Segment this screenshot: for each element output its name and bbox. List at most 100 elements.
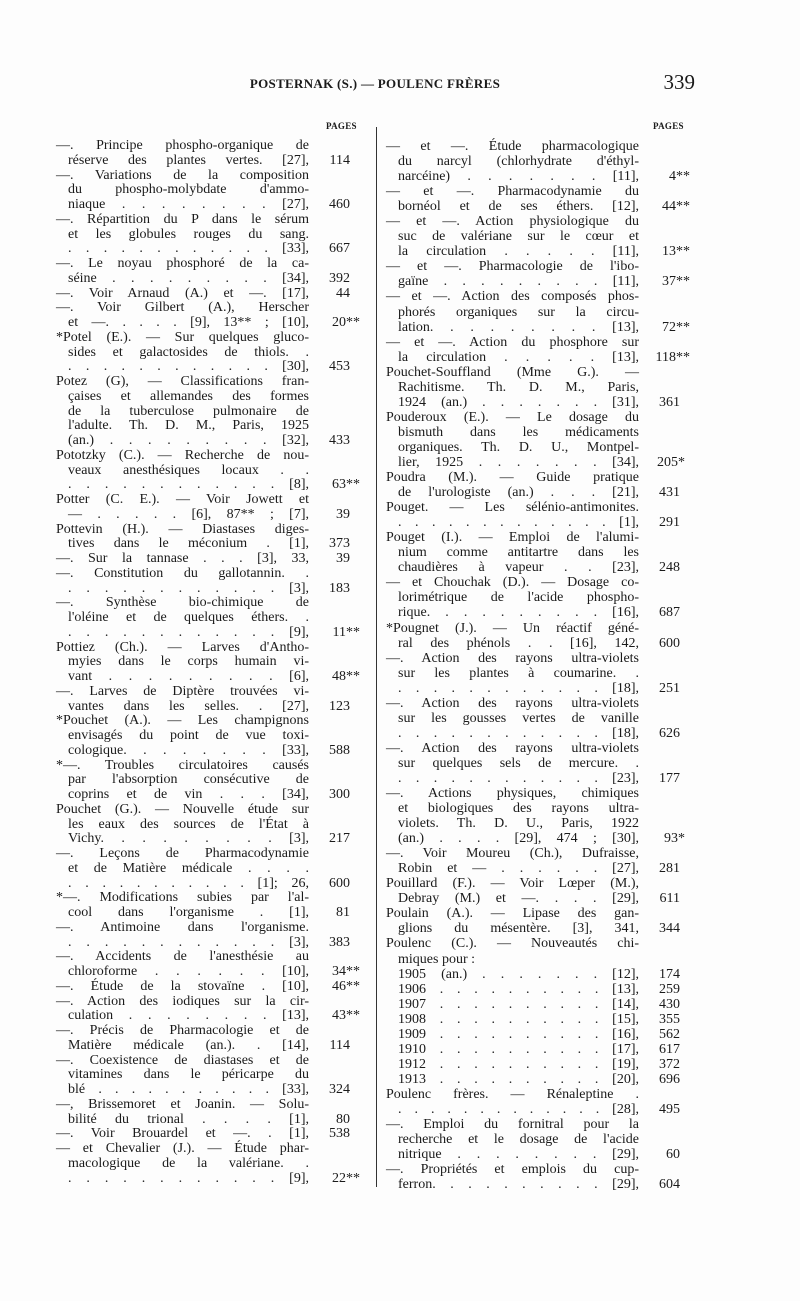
index-entry: Pototzky (C.). — Recherche de nou-veaux …	[56, 448, 360, 493]
index-entry: Poudra (M.). — Guide pratique de l'urolog…	[386, 470, 690, 500]
entry-line: —. Étude de la stovaïne . [10],	[56, 978, 309, 994]
entry-line: *Pougnet (J.). — Un réactif géné-	[386, 620, 639, 636]
page-reference: 600	[329, 875, 350, 891]
index-entry: Pouchet-Souffland (Mme G.). — Rachitisme.…	[386, 365, 690, 410]
index-entry: —. Principe phospho-organique de réserve …	[56, 138, 360, 169]
entry-line: (an.) . . . . . . . . . [32],	[68, 433, 309, 448]
entry-line: —. Action des rayons ultra-violets	[386, 695, 639, 711]
entry-line: rique. . . . . . . . . . [16],	[398, 605, 639, 621]
entry-line: —. Le noyau phosphoré de la ca-	[56, 256, 309, 271]
index-entry: —. Larves de Diptère trouvées vi-vantes …	[56, 683, 360, 715]
entry-line: nitrique . . . . . . . . [29],	[398, 1147, 639, 1163]
index-entry: *Pougnet (J.). — Un réactif géné-ral des…	[386, 621, 690, 651]
page-reference: 259	[659, 981, 680, 997]
entry-line: nium comme antitartre dans les	[398, 545, 639, 561]
page-reference: 361	[659, 394, 680, 410]
entry-line: — et Chevalier (J.). — Étude phar-	[56, 1141, 309, 1156]
entry-line: *Pouchet (A.). — Les champignons	[56, 713, 309, 729]
entry-line: sur les plantes à coumarine. .	[398, 665, 639, 681]
entry-line: Pouchet-Souffland (Mme G.). —	[386, 364, 639, 380]
index-entry: 1908 . . . . . . . . . . [15], 355	[386, 1012, 690, 1027]
index-entry: 1909 . . . . . . . . . . [16], 562	[386, 1027, 690, 1042]
page-reference: 217	[329, 831, 350, 847]
page-reference: 430	[659, 996, 680, 1012]
entry-line: — . . . . . [6], 87** ; [7],	[68, 506, 309, 522]
entry-line: Robin et — . . . . . . [27],	[398, 861, 639, 877]
index-entry: Pouderoux (E.). — Le dosage du bismuth da…	[386, 410, 690, 470]
entry-line: —. Propriétés et emplois du cup-	[386, 1162, 639, 1178]
entry-line: Matière médicale (an.). . [14],	[68, 1037, 309, 1053]
page-reference: 60	[666, 1147, 680, 1163]
index-entry: Potez (G), — Classifications fran-çaises…	[56, 374, 360, 449]
entry-line: les eaux des sources de l'État à	[68, 816, 309, 832]
entry-line: blé . . . . . . . . . . . [33],	[68, 1082, 309, 1097]
entry-line: 1905 (an.) . . . . . . . [12],	[398, 966, 639, 982]
entry-line: Poulenc (C.). — Nouveautés chi-	[386, 936, 639, 952]
index-entry: —. Action des rayons ultra-violets sur qu…	[386, 741, 690, 786]
entry-line: lation. . . . . . . . . [13],	[398, 319, 639, 335]
index-entry: *Potel (E.). — Sur quelques gluco-sides …	[56, 330, 360, 375]
entry-line: 1909 . . . . . . . . . . [16],	[398, 1026, 639, 1042]
page-reference: 300	[329, 787, 350, 802]
page-reference: 39	[336, 506, 350, 522]
entry-line: macologique de la valériane. .	[68, 1155, 309, 1171]
page-reference: 355	[659, 1011, 680, 1027]
entry-line: —. Sur la tannase . . . [3], 33,	[56, 551, 309, 566]
index-entry: 1910 . . . . . . . . . . [17], 617	[386, 1042, 690, 1057]
index-entry: —. Voir Brouardel et —. . [1], 538	[56, 1126, 360, 1142]
entry-line: . . . . . . . . . . . . [18],	[398, 680, 639, 696]
index-entry: Pottevin (H.). — Diastases diges-tives d…	[56, 521, 360, 553]
entry-line: Potter (C. E.). — Voir Jowett et	[56, 492, 309, 507]
entry-line: — et —. Action du phosphore sur	[386, 334, 639, 350]
page-reference: 433	[329, 433, 350, 448]
page-reference: 617	[659, 1041, 680, 1057]
entry-line: —. Larves de Diptère trouvées vi-	[56, 683, 309, 699]
index-entry: —. Emploi du fornitral pour la recherche …	[386, 1117, 690, 1162]
entry-line: — et —. Pharmacodynamie du	[386, 184, 639, 200]
entry-line: vantes dans les selles. . [27],	[68, 698, 309, 714]
page-reference: 344	[659, 921, 680, 937]
index-entry: *—. Troubles circulatoires causés par l'a…	[56, 758, 360, 803]
entry-line: —. Principe phospho-organique de	[56, 138, 309, 153]
page-reference: 20**	[332, 315, 360, 330]
entry-line: Pouderoux (E.). — Le dosage du	[386, 409, 639, 425]
entry-line: ferron. . . . . . . . . . [29],	[398, 1177, 639, 1193]
page-reference: 687	[659, 605, 680, 621]
page-reference: 248	[659, 560, 680, 576]
entry-line: 1910 . . . . . . . . . . [17],	[398, 1041, 639, 1057]
index-entry: — et —. Pharmacologie de l'ibo-gaïne . .…	[386, 259, 690, 289]
entry-line: l'oléine et de quelques éthers. .	[68, 610, 309, 625]
entry-line: — et —. Pharmacologie de l'ibo-	[386, 259, 639, 275]
entry-line: Pouchet (G.). — Nouvelle étude sur	[56, 801, 309, 817]
entry-line: niaque . . . . . . . . [27],	[68, 197, 309, 212]
entry-line: de la tuberculose pulmonaire de	[68, 403, 309, 419]
index-entry: *—. Modifications subies par l'al-cool d…	[56, 890, 360, 921]
entry-line: cool dans l'organisme . [1],	[68, 905, 309, 920]
index-entry: —. Constitution du gallotannin. .. . . .…	[56, 565, 360, 597]
entry-line: miques pour :	[398, 951, 475, 967]
entry-line: coprins et de vin . . . [34],	[68, 787, 309, 802]
entry-line: tives dans le méconium . [1],	[68, 536, 309, 552]
page-reference: 183	[329, 580, 350, 596]
entry-line: Vichy. . . . . . . . . [3],	[68, 831, 309, 847]
entry-line: et —. . . . . [9], 13** ; [10],	[68, 315, 309, 330]
entry-line: — et —. Action physiologique du	[386, 214, 639, 230]
entry-line: —. Précis de Pharmacologie et de	[56, 1023, 309, 1038]
entry-line: —. Constitution du gallotannin. .	[56, 565, 309, 581]
entry-line: chaudières à vapeur . . [23],	[398, 560, 639, 576]
entry-line: . . . . . . . . . . . . [18],	[398, 725, 639, 741]
entry-line: la circulation . . . . . [13],	[398, 349, 639, 365]
entry-line: Pouget. — Les sélénio-antimonites.	[386, 500, 639, 516]
index-entry: —. Accidents de l'anesthésie au chlorofor…	[56, 949, 360, 980]
entry-line: Pottevin (H.). — Diastases diges-	[56, 521, 309, 537]
page-reference: 43**	[332, 1008, 360, 1024]
index-entry: 1913 . . . . . . . . . . [20], 696	[386, 1072, 690, 1087]
index-column-right: — et —. Étude pharmacologique du narcyl (…	[386, 139, 690, 1192]
entry-line: Poulenc frères. — Rénaleptine .	[386, 1086, 639, 1102]
entry-line: — et —. Action des composés phos-	[386, 289, 639, 305]
index-entry: Pottiez (Ch.). — Larves d'Antho-myies da…	[56, 640, 360, 685]
page-reference: 667	[329, 241, 350, 257]
index-entry: Pouget (I.). — Emploi de l'alumi-nium co…	[386, 530, 690, 575]
index-entry: —. Antimoine dans l'organisme.. . . . . …	[56, 920, 360, 951]
entry-line: Poudra (M.). — Guide pratique	[386, 470, 639, 486]
